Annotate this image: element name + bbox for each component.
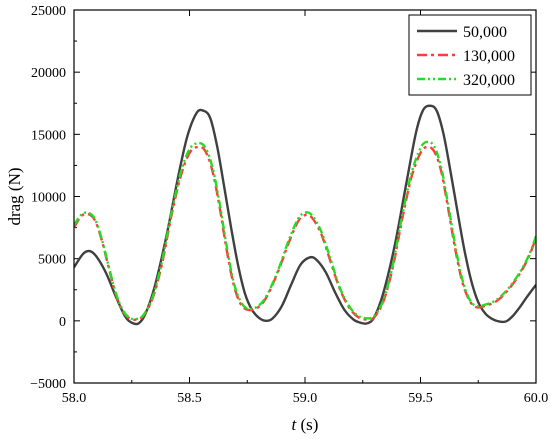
y-tick-label: 20000 [31, 66, 66, 81]
x-tick-label: 58.0 [62, 391, 87, 406]
y-tick-label: −5000 [30, 377, 66, 392]
legend-label-1: 50,000 [463, 24, 507, 41]
x-axis-title: t (s) [292, 415, 319, 434]
y-tick-label: 5000 [38, 253, 66, 268]
legend-label-2: 130,000 [463, 48, 515, 65]
series-line-3 [74, 140, 536, 321]
x-axis-title-unit: (s) [296, 415, 318, 434]
series-line-2 [74, 145, 536, 321]
x-tick-label: 59.0 [293, 391, 318, 406]
x-axis-title-symbol: t [292, 415, 298, 434]
legend-box [408, 14, 532, 96]
x-tick-label: 59.5 [408, 391, 433, 406]
x-tick-label: 58.5 [177, 391, 202, 406]
y-tick-label: 10000 [31, 191, 66, 206]
y-axis-title: drag (N) [5, 167, 24, 225]
series-lines [74, 104, 536, 326]
legend: 50,000 130,000 320,000 [408, 14, 532, 96]
x-tick-label: 60.0 [524, 391, 549, 406]
plot-frame [73, 9, 537, 384]
tick-labels: 58.0 58.5 59.0 59.5 60.0 −5000 0 5000 10000 15000… [30, 4, 548, 406]
y-tick-label: 0 [59, 315, 66, 330]
legend-label-3: 320,000 [463, 72, 515, 89]
y-tick-label: 25000 [31, 4, 66, 19]
y-tick-label: 15000 [31, 128, 66, 143]
